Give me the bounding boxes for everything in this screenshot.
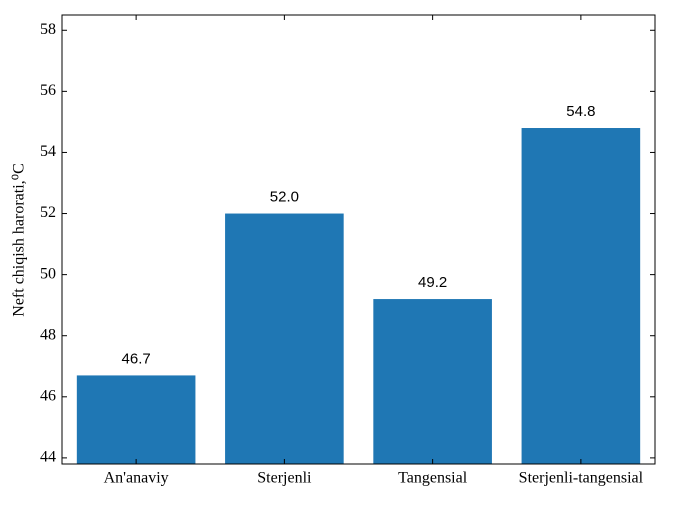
x-tick-label: An'anaviy xyxy=(104,470,169,487)
x-tick-label: Tangensial xyxy=(398,470,468,487)
y-tick-label: 48 xyxy=(40,326,56,343)
y-tick-label: 52 xyxy=(40,204,56,221)
plot-frame xyxy=(61,14,656,465)
bar xyxy=(76,375,196,464)
y-tick-label: 44 xyxy=(40,449,56,466)
x-tick-label: Sterjenli-tangensial xyxy=(519,470,644,487)
y-tick-label: 58 xyxy=(40,21,56,38)
value-label: 46.7 xyxy=(122,350,151,367)
y-tick-label: 54 xyxy=(40,143,56,160)
y-tick-label: 46 xyxy=(40,387,56,404)
x-tick-label: Sterjenli xyxy=(257,470,312,487)
bar xyxy=(521,128,641,464)
value-label: 54.8 xyxy=(566,103,595,120)
y-tick-label: 50 xyxy=(40,265,56,282)
value-label: 52.0 xyxy=(270,189,299,206)
bar xyxy=(225,213,344,464)
value-label: 49.2 xyxy=(418,274,447,291)
y-axis-label: Neft chiqish harorati,⁰C xyxy=(11,163,28,316)
bar xyxy=(373,299,492,464)
y-tick-label: 56 xyxy=(40,82,56,99)
